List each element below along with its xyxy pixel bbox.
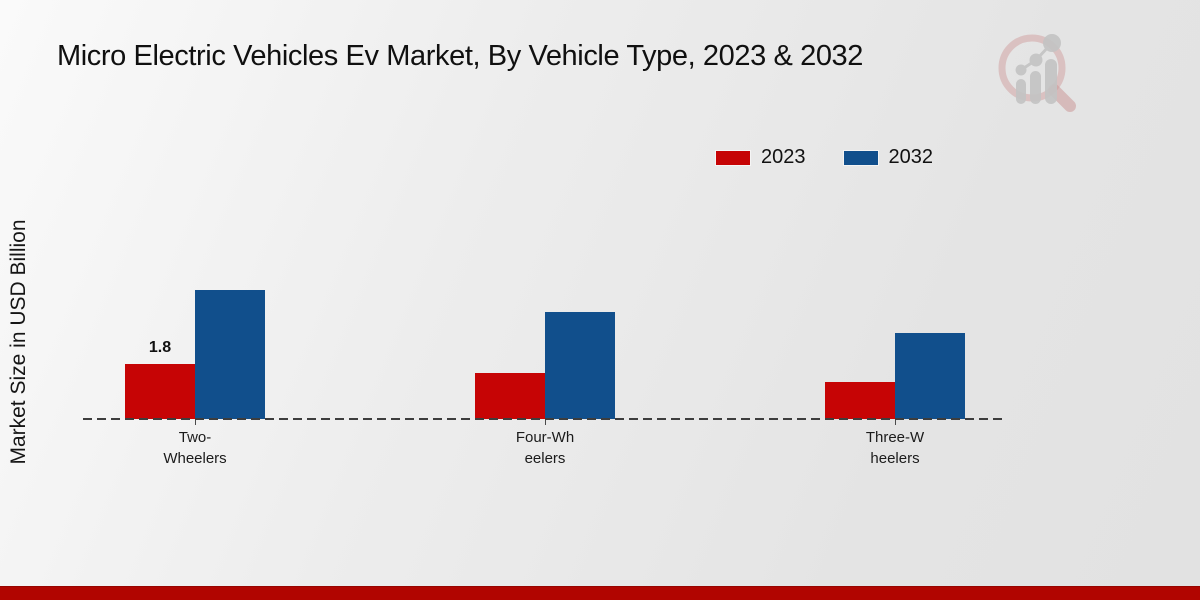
category-label-four-wheelers: Four-Wh eelers — [515, 429, 575, 467]
bar-2023-three-wheelers — [825, 382, 895, 419]
bar-trend-icon — [1015, 34, 1061, 104]
x-axis-line — [83, 418, 1007, 420]
bar-2023-four-wheelers — [475, 373, 545, 419]
x-axis-tick — [195, 419, 196, 425]
bar-value-label: 1.8 — [148, 339, 172, 356]
brand-magnifier-logo — [998, 34, 1076, 112]
legend: 2023 2032 — [716, 146, 933, 169]
legend-label: 2023 — [761, 146, 806, 168]
legend-item-2032: 2032 — [843, 146, 934, 169]
footer-accent-bar — [0, 586, 1200, 600]
bar-2032-four-wheelers — [545, 312, 615, 419]
bar-2032-three-wheelers — [895, 333, 965, 419]
legend-label: 2032 — [888, 146, 934, 168]
legend-swatch-2023 — [716, 150, 750, 165]
chart-title: Micro Electric Vehicles Ev Market, By Ve… — [57, 40, 864, 72]
x-axis-tick — [895, 419, 896, 425]
x-axis-tick — [545, 419, 546, 425]
category-label-three-wheelers: Three-W heelers — [865, 429, 925, 467]
legend-item-2023: 2023 — [716, 146, 806, 169]
legend-swatch-2032 — [843, 150, 878, 165]
bar-2032-two-wheelers — [195, 290, 265, 419]
bar-2023-two-wheelers — [125, 364, 195, 419]
category-label-two-wheelers: Two- Wheelers — [163, 429, 227, 467]
